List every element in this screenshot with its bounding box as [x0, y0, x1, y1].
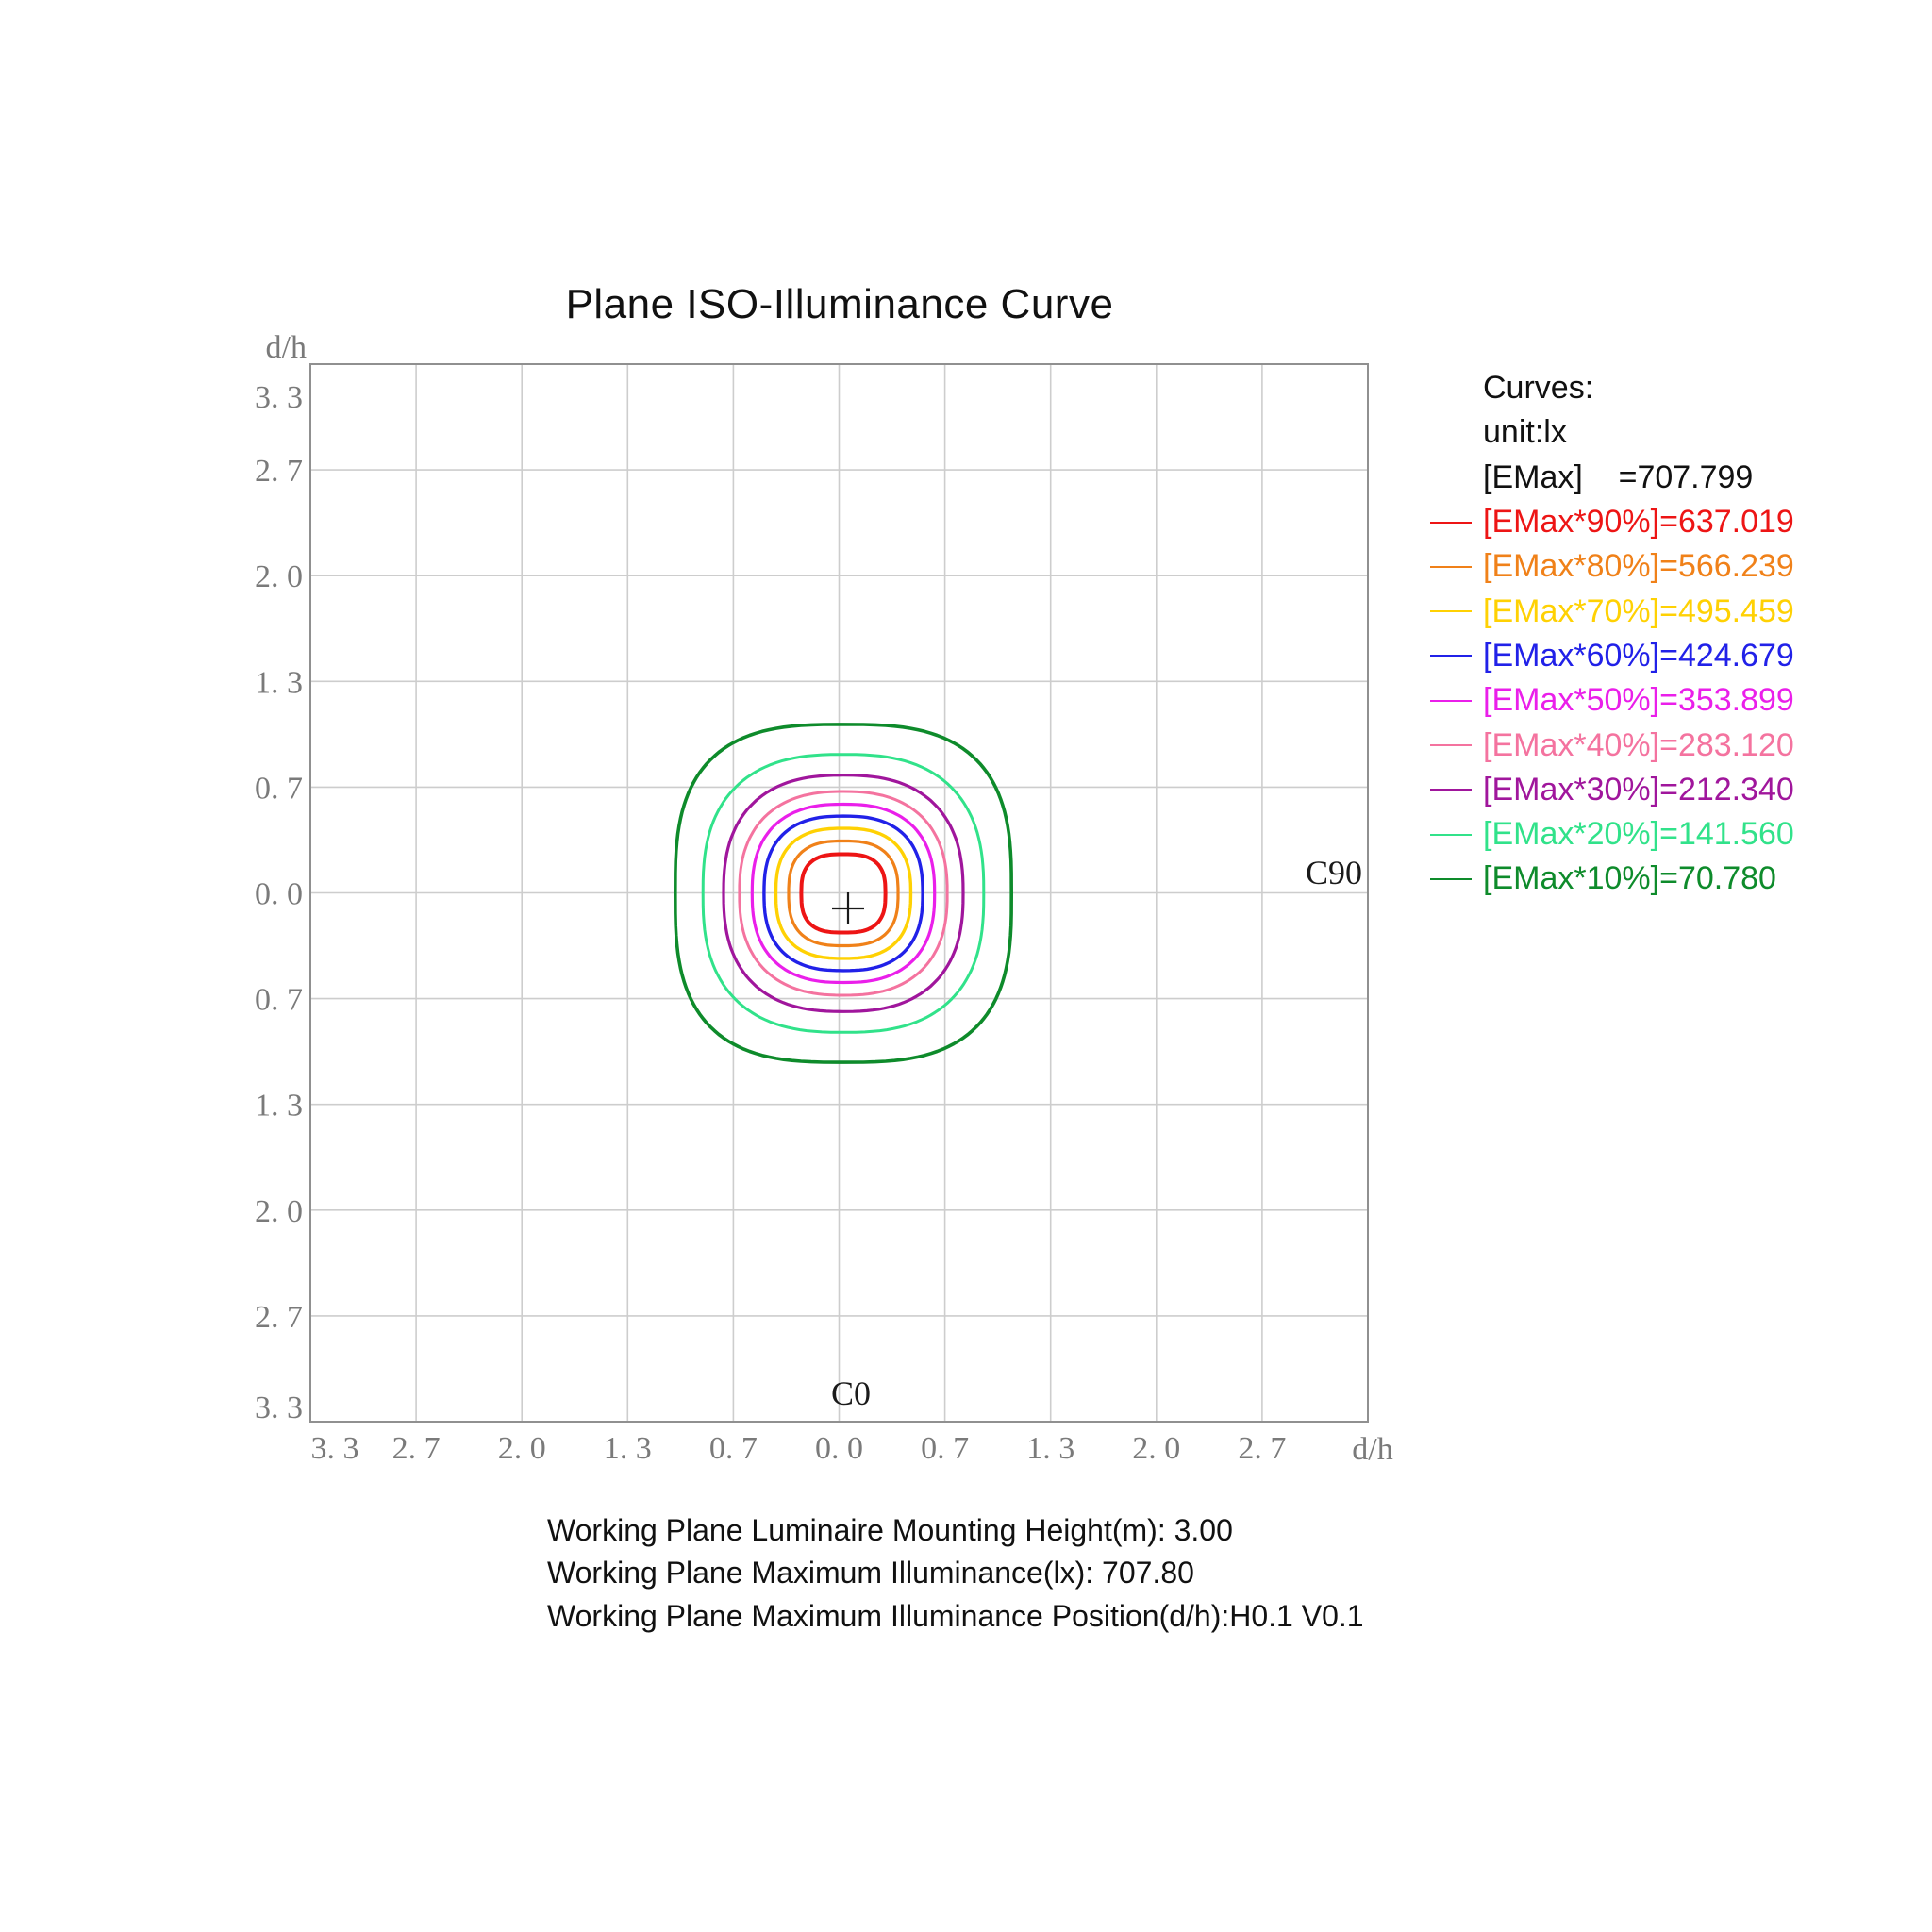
footer-max-position: Working Plane Maximum Illuminance Positi… [547, 1598, 1364, 1633]
legend-line-swatch [1430, 877, 1472, 880]
contour-curve-30 [722, 774, 965, 1013]
legend-entry-label: [EMax*80%]=566.239 [1483, 548, 1794, 585]
legend-entry-50: [EMax*50%]=353.899 [1430, 678, 1794, 723]
y-tick-label: 0. 7 [255, 983, 303, 1018]
legend-line-swatch [1430, 521, 1472, 524]
x-tick-label: 2. 0 [1132, 1431, 1180, 1466]
legend-line-swatch [1430, 699, 1472, 702]
legend-entry-label: [EMax*60%]=424.679 [1483, 637, 1794, 674]
legend-line-swatch [1430, 744, 1472, 747]
contour-curve-20 [701, 753, 986, 1034]
legend-entry-90: [EMax*90%]=637.019 [1430, 500, 1794, 544]
contour-curve-60 [762, 814, 924, 973]
y-tick-label: 1. 3 [255, 1089, 303, 1124]
legend-entry-40: [EMax*40%]=283.120 [1430, 723, 1794, 767]
c0-plane-label: C0 [830, 1374, 871, 1412]
x-tick-label: 1. 3 [604, 1431, 652, 1466]
legend-unit: unit:lx [1483, 414, 1567, 451]
x-tick-label: 0. 7 [709, 1431, 758, 1466]
x-tick-label: 2. 7 [1238, 1431, 1286, 1466]
y-tick-label: 2. 7 [255, 454, 303, 489]
page-title: Plane ISO-Illuminance Curve [565, 281, 1114, 327]
legend-entry-60: [EMax*60%]=424.679 [1430, 634, 1794, 678]
y-tick-label: 3. 3 [255, 1391, 303, 1425]
legend-entry-80: [EMax*80%]=566.239 [1430, 544, 1794, 589]
max-illuminance-cross [832, 892, 864, 924]
legend-entry-label: [EMax*90%]=637.019 [1483, 504, 1794, 541]
contour-curve-10 [674, 723, 1013, 1064]
contour-curve-70 [774, 826, 913, 960]
legend-entry-label: [EMax*70%]=495.459 [1483, 592, 1794, 629]
legend-line-swatch [1430, 610, 1472, 613]
legend-entry-10: [EMax*10%]=70.780 [1430, 857, 1794, 901]
y-tick-label: 0. 7 [255, 771, 303, 806]
legend-emax: [EMax] =707.799 [1483, 458, 1754, 495]
legend-entry-label: [EMax*20%]=141.560 [1483, 816, 1794, 853]
x-tick-label: 2. 7 [392, 1431, 441, 1466]
legend: Curves: unit:lx [EMax] =707.799 [1483, 366, 1753, 500]
footer-max-illuminance: Working Plane Maximum Illuminance(lx): 7… [547, 1556, 1194, 1591]
legend-title: Curves: [1483, 370, 1594, 407]
legend-entry-label: [EMax*40%]=283.120 [1483, 726, 1794, 763]
legend-line-swatch [1430, 655, 1472, 658]
y-tick-label: 1. 3 [255, 665, 303, 700]
x-tick-label: 2. 0 [498, 1431, 546, 1466]
x-tick-label: 1. 3 [1026, 1431, 1074, 1466]
legend-entries: [EMax*90%]=637.019 [EMax*80%]=566.239 [EMa… [1430, 500, 1794, 902]
legend-line-swatch [1430, 565, 1472, 568]
contour-curve-80 [787, 839, 900, 948]
legend-entry-20: [EMax*20%]=141.560 [1430, 812, 1794, 857]
y-tick-label: 3. 3 [255, 380, 303, 415]
legend-entry-70: [EMax*70%]=495.459 [1430, 589, 1794, 633]
footer-info: Working Plane Luminaire Mounting Height(… [547, 1509, 1364, 1638]
x-tick-label: 0. 7 [921, 1431, 969, 1466]
x-axis-title: d/h [1352, 1432, 1393, 1467]
x-tick-label: 3. 3 [311, 1431, 359, 1466]
contour-curve-50 [750, 802, 937, 985]
contour-curve-40 [738, 790, 949, 997]
contour-curve-90 [799, 852, 888, 935]
y-tick-label: 2. 7 [255, 1300, 303, 1335]
plot-border [309, 363, 1369, 1423]
footer-mounting-height: Working Plane Luminaire Mounting Height(… [547, 1513, 1233, 1548]
y-tick-label: 0. 0 [255, 877, 303, 912]
x-tick-label: 0. 0 [815, 1431, 863, 1466]
legend-entry-label: [EMax*10%]=70.780 [1483, 860, 1776, 897]
legend-entry-label: [EMax*50%]=353.899 [1483, 682, 1794, 719]
y-tick-label: 2. 0 [255, 1194, 303, 1229]
legend-entry-30: [EMax*30%]=212.340 [1430, 768, 1794, 812]
y-axis-title: d/h [265, 330, 307, 365]
legend-entry-label: [EMax*30%]=212.340 [1483, 771, 1794, 808]
y-tick-label: 2. 0 [255, 559, 303, 594]
legend-line-swatch [1430, 789, 1472, 791]
c90-plane-label: C90 [1305, 854, 1362, 891]
legend-line-swatch [1430, 833, 1472, 836]
